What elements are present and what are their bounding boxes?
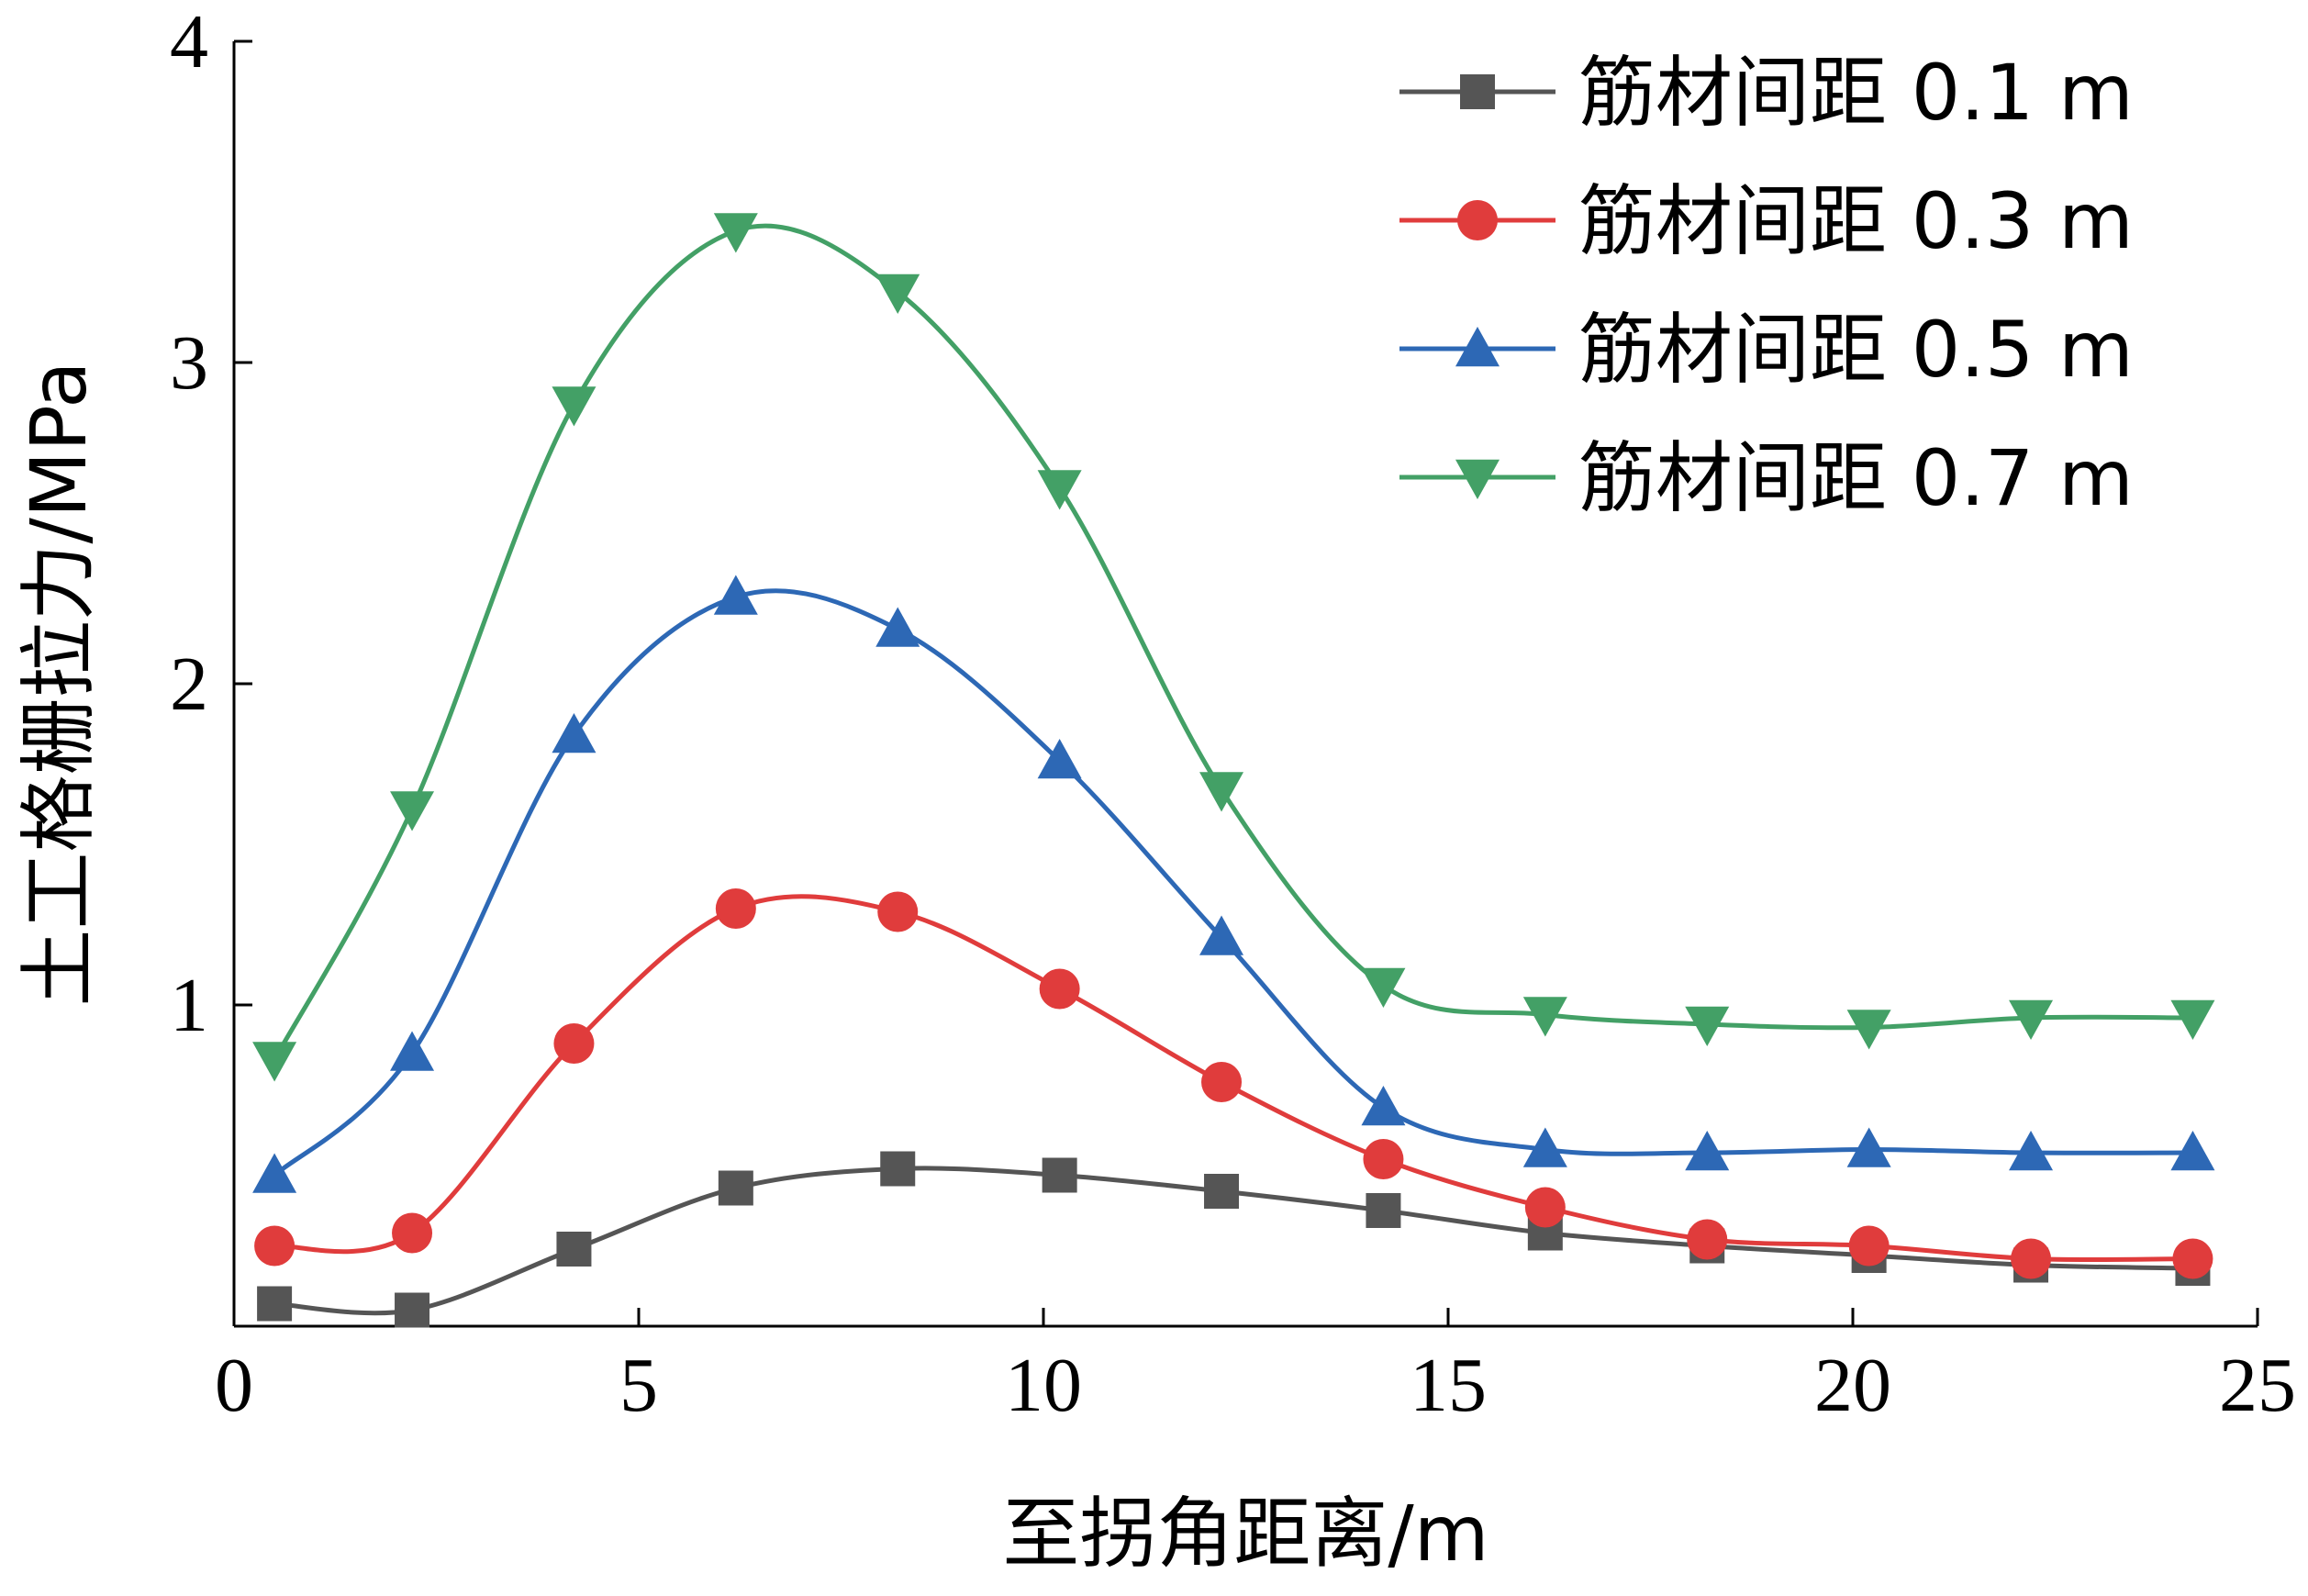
data-point <box>875 607 920 647</box>
data-point <box>875 273 920 314</box>
data-point <box>556 1232 592 1267</box>
series-1 <box>254 888 2213 1279</box>
data-point <box>553 1023 595 1064</box>
data-point <box>392 1212 433 1254</box>
data-point <box>1199 915 1244 955</box>
data-point <box>713 213 758 253</box>
data-point <box>1522 1127 1567 1167</box>
data-point <box>1361 967 1406 1008</box>
ticks: 0 5 10 15 20 25 1 2 3 4 <box>170 0 2296 1428</box>
data-point <box>395 1292 430 1328</box>
x-tick-label: 10 <box>1005 1343 1082 1428</box>
data-point <box>1522 997 1567 1037</box>
x-tick-label: 15 <box>1410 1343 1487 1428</box>
data-point <box>390 791 435 831</box>
legend-item: 筋材间距 0.1 m <box>1399 48 2134 138</box>
y-tick-label: 1 <box>170 963 208 1048</box>
data-point <box>1039 968 1080 1010</box>
legend-label: 筋材间距 0.7 m <box>1578 433 2134 523</box>
series-0 <box>257 1151 2211 1328</box>
y-tick-label: 3 <box>170 320 208 406</box>
legend-label: 筋材间距 0.3 m <box>1578 176 2134 266</box>
x-axis-title: 至拐角距离/m <box>1002 1489 1488 1579</box>
data-point <box>1846 1010 1891 1050</box>
series-line <box>272 223 2193 1061</box>
data-point <box>1037 739 1082 779</box>
legend-marker <box>1455 327 1500 367</box>
data-point <box>552 713 597 753</box>
data-point <box>2172 1238 2213 1279</box>
data-point <box>715 888 756 929</box>
data-point <box>2009 999 2054 1040</box>
legend: 筋材间距 0.1 m 筋材间距 0.3 m 筋材间距 0.5 m 筋材间距 0.7 m <box>1399 48 2134 523</box>
data-point <box>1037 470 1082 510</box>
data-point <box>1361 1086 1406 1126</box>
data-point <box>1363 1139 1404 1179</box>
data-point <box>1524 1187 1566 1228</box>
x-tick-label: 0 <box>215 1343 253 1428</box>
data-point <box>390 1031 435 1071</box>
data-point <box>2009 1131 2054 1171</box>
data-point <box>1201 1062 1243 1102</box>
data-point <box>257 1286 293 1322</box>
legend-item: 筋材间距 0.3 m <box>1399 176 2134 266</box>
data-point <box>252 1153 297 1193</box>
data-point <box>880 1151 916 1187</box>
data-point <box>1366 1193 1401 1228</box>
data-point <box>1685 1131 1730 1171</box>
data-point <box>2170 1131 2215 1171</box>
data-point <box>1846 1127 1891 1167</box>
data-point <box>254 1225 295 1267</box>
data-point <box>1848 1225 1890 1267</box>
series-3 <box>252 213 2215 1082</box>
data-point <box>552 386 597 427</box>
data-point <box>252 1042 297 1082</box>
data-point <box>1685 1006 1730 1046</box>
legend-label: 筋材间距 0.1 m <box>1578 48 2134 138</box>
y-tick-label: 4 <box>170 0 208 84</box>
data-point <box>2170 999 2215 1040</box>
data-point <box>1042 1157 1077 1193</box>
x-tick-label: 5 <box>619 1343 658 1428</box>
data-point <box>718 1170 753 1206</box>
legend-marker <box>1460 74 1495 109</box>
data-point <box>1204 1174 1240 1209</box>
y-axis-title: 土工格栅拉力/MPa <box>14 361 104 1006</box>
data-point <box>1687 1219 1728 1260</box>
data-point <box>2011 1238 2052 1279</box>
x-tick-label: 20 <box>1814 1343 1891 1428</box>
x-tick-label: 25 <box>2219 1343 2296 1428</box>
legend-marker <box>1455 459 1500 499</box>
data-point <box>1199 772 1244 812</box>
legend-label: 筋材间距 0.5 m <box>1578 305 2134 395</box>
legend-item: 筋材间距 0.7 m <box>1399 433 2134 523</box>
series-layer <box>252 213 2215 1328</box>
y-tick-label: 2 <box>170 642 208 727</box>
series-line <box>273 588 2193 1177</box>
legend-marker <box>1457 200 1498 240</box>
data-point <box>713 575 758 615</box>
series-2 <box>252 575 2215 1193</box>
data-point <box>877 891 919 932</box>
legend-item: 筋材间距 0.5 m <box>1399 305 2134 395</box>
